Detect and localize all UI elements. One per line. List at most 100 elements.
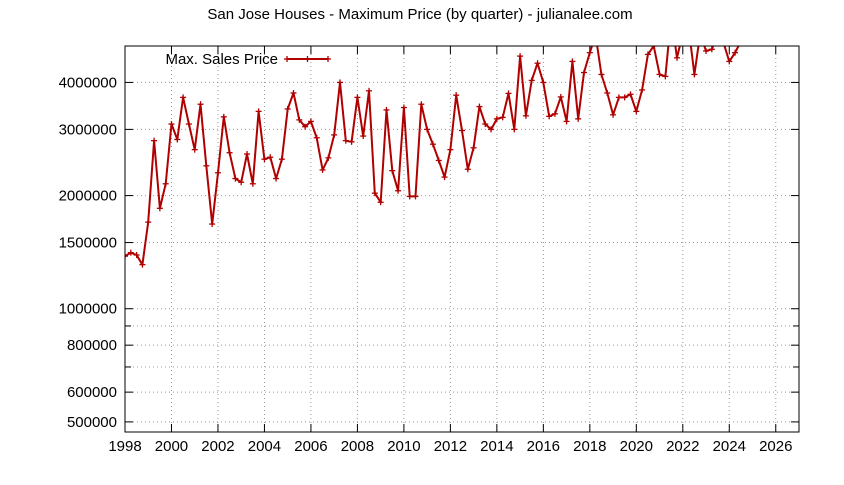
- data-point: [209, 221, 216, 228]
- data-point: [232, 175, 239, 182]
- x-tick-label: 2016: [527, 438, 560, 455]
- plot-frame: [124, 45, 800, 433]
- data-point: [424, 126, 431, 133]
- data-point: [493, 115, 500, 122]
- data-point: [464, 166, 471, 173]
- x-tick-label: 2018: [573, 438, 606, 455]
- data-point: [459, 127, 465, 134]
- data-point: [238, 179, 245, 186]
- data-point: [255, 108, 262, 115]
- data-point: [406, 193, 413, 200]
- data-point: [313, 134, 320, 141]
- legend-label: Max. Sales Price: [165, 51, 278, 68]
- data-point: [203, 162, 210, 169]
- y-tick-label: 2000000: [59, 188, 117, 205]
- data-point: [575, 115, 582, 122]
- data-point: [598, 71, 605, 78]
- data-point: [750, 33, 756, 39]
- data-point: [226, 149, 233, 156]
- data-point: [586, 49, 593, 56]
- x-tick-label: 2010: [387, 438, 420, 455]
- x-tick-label: 2012: [434, 438, 467, 455]
- data-point: [168, 121, 175, 128]
- data-point: [151, 137, 158, 144]
- data-point: [593, 32, 599, 38]
- data-point: [662, 73, 669, 80]
- data-point: [127, 249, 134, 256]
- x-tick-label: 2022: [666, 438, 699, 455]
- data-point: [639, 86, 646, 93]
- data-point: [482, 121, 489, 128]
- data-point: [633, 108, 640, 115]
- data-point: [569, 58, 576, 65]
- data-point: [319, 166, 326, 173]
- data-point: [325, 154, 332, 161]
- y-tick-label: 800000: [67, 337, 117, 354]
- data-point: [174, 136, 181, 143]
- data-point: [499, 114, 506, 121]
- data-point: [249, 180, 256, 187]
- data-point: [691, 71, 698, 78]
- y-tick-label: 1500000: [59, 235, 117, 252]
- data-point: [738, 38, 744, 44]
- data-point: [615, 94, 622, 101]
- legend: Max. Sales Price: [165, 51, 331, 68]
- x-tick-label: 2026: [759, 438, 792, 455]
- x-tick-label: 2008: [341, 438, 374, 455]
- data-point: [453, 92, 460, 99]
- data-point: [180, 94, 187, 101]
- data-point: [528, 77, 535, 84]
- x-tick-label: 2006: [294, 438, 327, 455]
- data-point: [412, 193, 419, 200]
- data-point: [348, 138, 355, 145]
- data-point: [680, 30, 686, 36]
- data-point: [354, 94, 361, 101]
- data-point: [429, 141, 436, 148]
- data-point: [162, 180, 169, 187]
- data-point: [261, 156, 268, 163]
- data-point: [418, 101, 425, 108]
- data-point: [470, 144, 477, 151]
- data-point: [197, 101, 204, 108]
- data-point: [627, 91, 634, 98]
- data-point: [220, 113, 227, 120]
- data-point: [546, 113, 553, 120]
- data-point: [395, 187, 402, 194]
- data-point: [610, 111, 617, 118]
- data-point: [145, 219, 152, 226]
- data-point: [708, 46, 715, 53]
- data-point: [133, 251, 140, 258]
- y-tick-label: 3000000: [59, 121, 117, 138]
- data-point: [511, 126, 518, 133]
- data-point: [673, 54, 680, 61]
- data-point: [366, 87, 373, 94]
- data-point: [156, 205, 163, 212]
- data-point: [517, 53, 524, 60]
- axis-ticks: 500000 600000 800000 1000000 1500000 2000000 3…: [59, 46, 799, 455]
- data-point: [563, 118, 570, 125]
- data-point: [744, 37, 750, 43]
- data-point: [621, 94, 628, 101]
- grid: [124, 46, 799, 432]
- data-point: [191, 146, 198, 153]
- data-point: [720, 40, 726, 46]
- data-point: [307, 118, 314, 125]
- data-point: [644, 51, 651, 58]
- data-point: [540, 79, 547, 86]
- data-point: [557, 93, 564, 100]
- x-tick-label: 2002: [201, 438, 234, 455]
- data-point: [244, 151, 251, 158]
- data-point: [342, 137, 349, 144]
- data-point: [214, 169, 221, 176]
- x-tick-label: 2004: [248, 438, 281, 455]
- data-point: [488, 126, 495, 133]
- data-point: [476, 103, 483, 110]
- data-point: [715, 32, 721, 38]
- data-point: [732, 49, 739, 56]
- data-point: [686, 24, 692, 30]
- data-point: [400, 104, 407, 111]
- legend-marker: [304, 56, 311, 62]
- data-point: [302, 123, 309, 130]
